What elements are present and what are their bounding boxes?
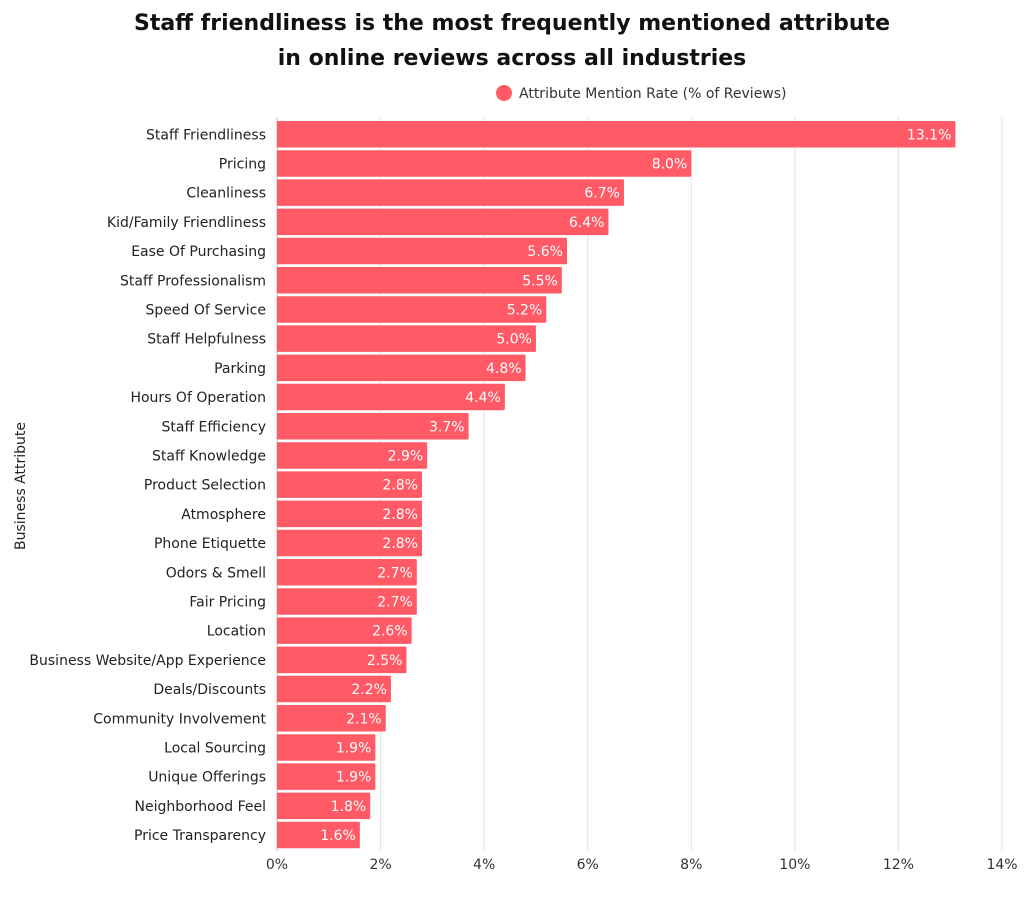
category-label: Price Transparency [134,828,266,844]
category-label: Staff Efficiency [162,419,267,435]
data-label: 5.5% [522,273,558,289]
category-label: Hours Of Operation [130,390,266,406]
category-label: Staff Knowledge [152,448,266,464]
x-tick-label: 10% [779,857,810,873]
x-tick-label: 12% [883,857,914,873]
category-label: Product Selection [144,478,266,494]
x-tick-label: 4% [473,857,495,873]
bar [277,821,360,849]
data-label: 6.7% [584,186,620,202]
data-label: 2.7% [377,565,413,581]
chart-title-line-1: Staff friendliness is the most frequentl… [134,11,890,36]
data-label: 5.6% [527,244,563,260]
category-label: Neighborhood Feel [135,799,266,815]
category-label: Parking [214,361,266,377]
x-tick-label: 14% [986,857,1017,873]
bar [277,675,391,703]
category-label: Deals/Discounts [153,682,266,698]
bar [277,500,422,528]
category-label: Local Sourcing [164,740,266,756]
y-axis-label: Business Attribute [13,422,29,550]
category-label: Phone Etiquette [154,536,266,552]
bar [277,734,376,761]
data-label: 2.7% [377,594,413,610]
data-label: 2.5% [367,653,403,669]
bar [277,442,428,469]
category-label: Fair Pricing [189,594,266,610]
data-label: 5.2% [507,302,543,318]
category-label: Ease Of Purchasing [131,244,266,260]
x-tick-label: 0% [266,857,288,873]
data-label: 2.8% [382,536,418,552]
bar [277,150,692,177]
category-label: Odors & Smell [166,565,266,581]
bar [277,763,376,790]
bar [277,354,526,382]
bar [277,413,469,440]
data-label: 3.7% [429,419,465,435]
category-label: Kid/Family Friendliness [107,215,266,231]
data-label: 2.1% [346,711,382,727]
data-label: 2.8% [382,478,418,494]
category-label: Pricing [219,156,266,172]
data-label: 2.6% [372,624,408,640]
bar [277,588,417,615]
data-label: 1.9% [336,740,372,756]
category-label: Staff Friendliness [146,127,266,143]
data-label: 2.2% [351,682,387,698]
data-label: 4.4% [465,390,501,406]
category-label: Speed Of Service [146,302,266,318]
bar [277,208,609,236]
bar [277,559,417,586]
data-label: 6.4% [569,215,605,231]
x-tick-label: 2% [369,857,391,873]
bar [277,471,422,498]
category-label: Community Involvement [93,711,266,727]
data-label: 8.0% [652,156,688,172]
bar [277,617,412,644]
category-label: Atmosphere [181,507,266,523]
bar [277,121,956,148]
data-label: 1.9% [336,770,372,786]
bar [277,296,547,323]
data-label: 2.9% [388,448,424,464]
data-label: 4.8% [486,361,522,377]
data-label: 13.1% [907,127,951,143]
category-label: Cleanliness [186,186,266,202]
legend-label: Attribute Mention Rate (% of Reviews) [519,86,787,102]
bar [277,383,505,411]
bar [277,267,562,294]
category-label: Staff Helpfulness [147,332,266,348]
bar [277,792,371,820]
bar [277,179,624,206]
x-tick-label: 8% [680,857,702,873]
data-label: 5.0% [496,332,532,348]
legend-marker [496,85,512,101]
category-label: Staff Professionalism [120,273,266,289]
data-label: 1.8% [331,799,367,815]
bar [277,705,386,732]
category-label: Unique Offerings [148,770,266,786]
chart-title-line-2: in online reviews across all industries [278,46,747,71]
category-label: Business Website/App Experience [29,653,266,669]
x-tick-label: 6% [577,857,599,873]
data-label: 1.6% [320,828,356,844]
bar [277,529,422,557]
bar [277,325,536,352]
data-label: 2.8% [382,507,418,523]
bar [277,237,567,265]
bar [277,646,407,674]
category-label: Location [207,624,266,640]
